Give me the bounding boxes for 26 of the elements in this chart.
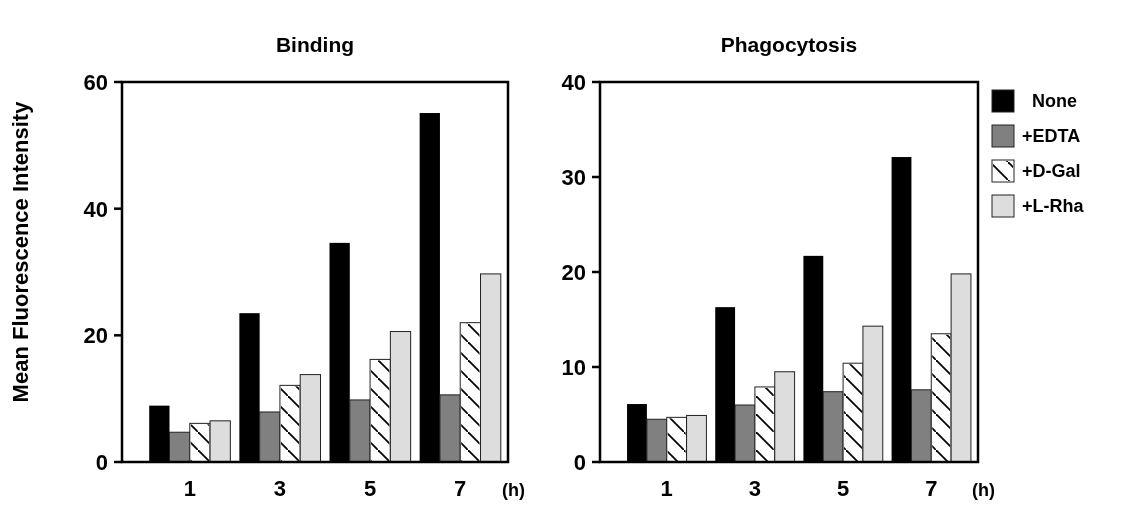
y-tick-label: 10 [561, 354, 586, 380]
x-tick-label: 3 [273, 476, 287, 501]
chart-title: Phagocytosis [720, 33, 858, 56]
x-tick-label: 7 [925, 476, 938, 501]
chart-title: Binding [275, 33, 355, 56]
legend-label: None [1032, 91, 1077, 112]
y-tick-label: 40 [83, 196, 108, 222]
y-tick-label: 30 [561, 164, 586, 190]
x-tick-label: 1 [660, 476, 673, 501]
x-tick-label: 1 [183, 476, 196, 501]
y-tick-label: 20 [561, 259, 586, 285]
x-tick-label: 3 [748, 476, 762, 501]
x-tick-label: 5 [836, 476, 850, 501]
x-axis-title: (h) [502, 480, 525, 500]
y-tick-label: 0 [573, 449, 586, 475]
y-tick-label: 20 [83, 323, 108, 349]
legend-label: +EDTA [1022, 126, 1081, 147]
y-tick-label: 0 [95, 449, 108, 475]
y-tick-label: 40 [561, 69, 586, 95]
legend-label: +D-Gal [1022, 161, 1081, 182]
legend-label: +L-Rha [1022, 196, 1085, 217]
x-tick-label: 7 [454, 476, 467, 501]
x-axis-title: (h) [972, 480, 995, 500]
y-axis-title: Mean Fluorescence Intensity [8, 100, 33, 403]
y-tick-label: 60 [83, 69, 108, 95]
x-tick-label: 5 [363, 476, 377, 501]
